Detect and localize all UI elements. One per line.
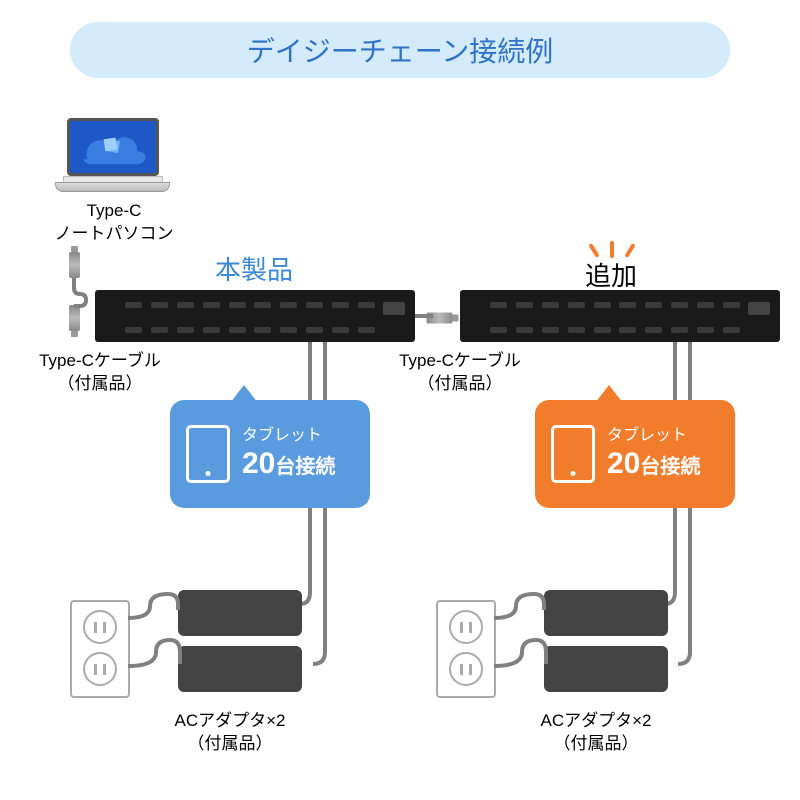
burst-icon	[590, 228, 634, 258]
cable-hub1-power	[300, 342, 360, 677]
callout-tablet-word: タブレット	[607, 426, 700, 445]
cable-laptop-hub1	[50, 276, 100, 321]
laptop-icon	[55, 118, 170, 196]
hub-device	[460, 290, 780, 342]
callout-connect: 接続	[295, 456, 335, 478]
adapter1-label: ACアダプタ×2 （付属品）	[130, 710, 330, 756]
cable1-label: Type-Cケーブル （付属品）	[20, 350, 180, 396]
tablet-icon	[551, 425, 595, 483]
ac-adapter-icon	[544, 646, 668, 692]
tablet-icon	[186, 425, 230, 483]
callout-unit: 台	[640, 456, 660, 478]
title-text: デイジーチェーン接続例	[247, 30, 554, 70]
wall-outlet-icon	[70, 600, 130, 698]
ac-adapter-icon	[544, 590, 668, 636]
ac-adapter-icon	[178, 646, 302, 692]
laptop-label: Type-C ノートパソコン	[34, 200, 194, 246]
title-banner: デイジーチェーン接続例	[70, 22, 730, 78]
cable-outlet-adapter2	[494, 594, 554, 689]
callout-count: 20	[242, 447, 275, 480]
cable-hub2-power	[665, 342, 725, 677]
callout-count: 20	[607, 447, 640, 480]
callout-connect: 接続	[660, 456, 700, 478]
callout-hub1: タブレット 20台接続	[170, 400, 370, 508]
hub-device	[95, 290, 415, 342]
hub2-tag: 追加	[585, 256, 637, 293]
callout-unit: 台	[275, 456, 295, 478]
hub1-tag: 本製品	[215, 250, 293, 287]
callout-hub2: タブレット 20台接続	[535, 400, 735, 508]
cable2-label: Type-Cケーブル （付属品）	[380, 350, 540, 396]
wall-outlet-icon	[436, 600, 496, 698]
cable-outlet-adapter1	[128, 594, 188, 689]
adapter2-label: ACアダプタ×2 （付属品）	[496, 710, 696, 756]
ac-adapter-icon	[178, 590, 302, 636]
callout-tablet-word: タブレット	[242, 426, 335, 445]
cable-hub1-hub2	[415, 308, 445, 326]
usb-plug-icon	[69, 252, 80, 278]
